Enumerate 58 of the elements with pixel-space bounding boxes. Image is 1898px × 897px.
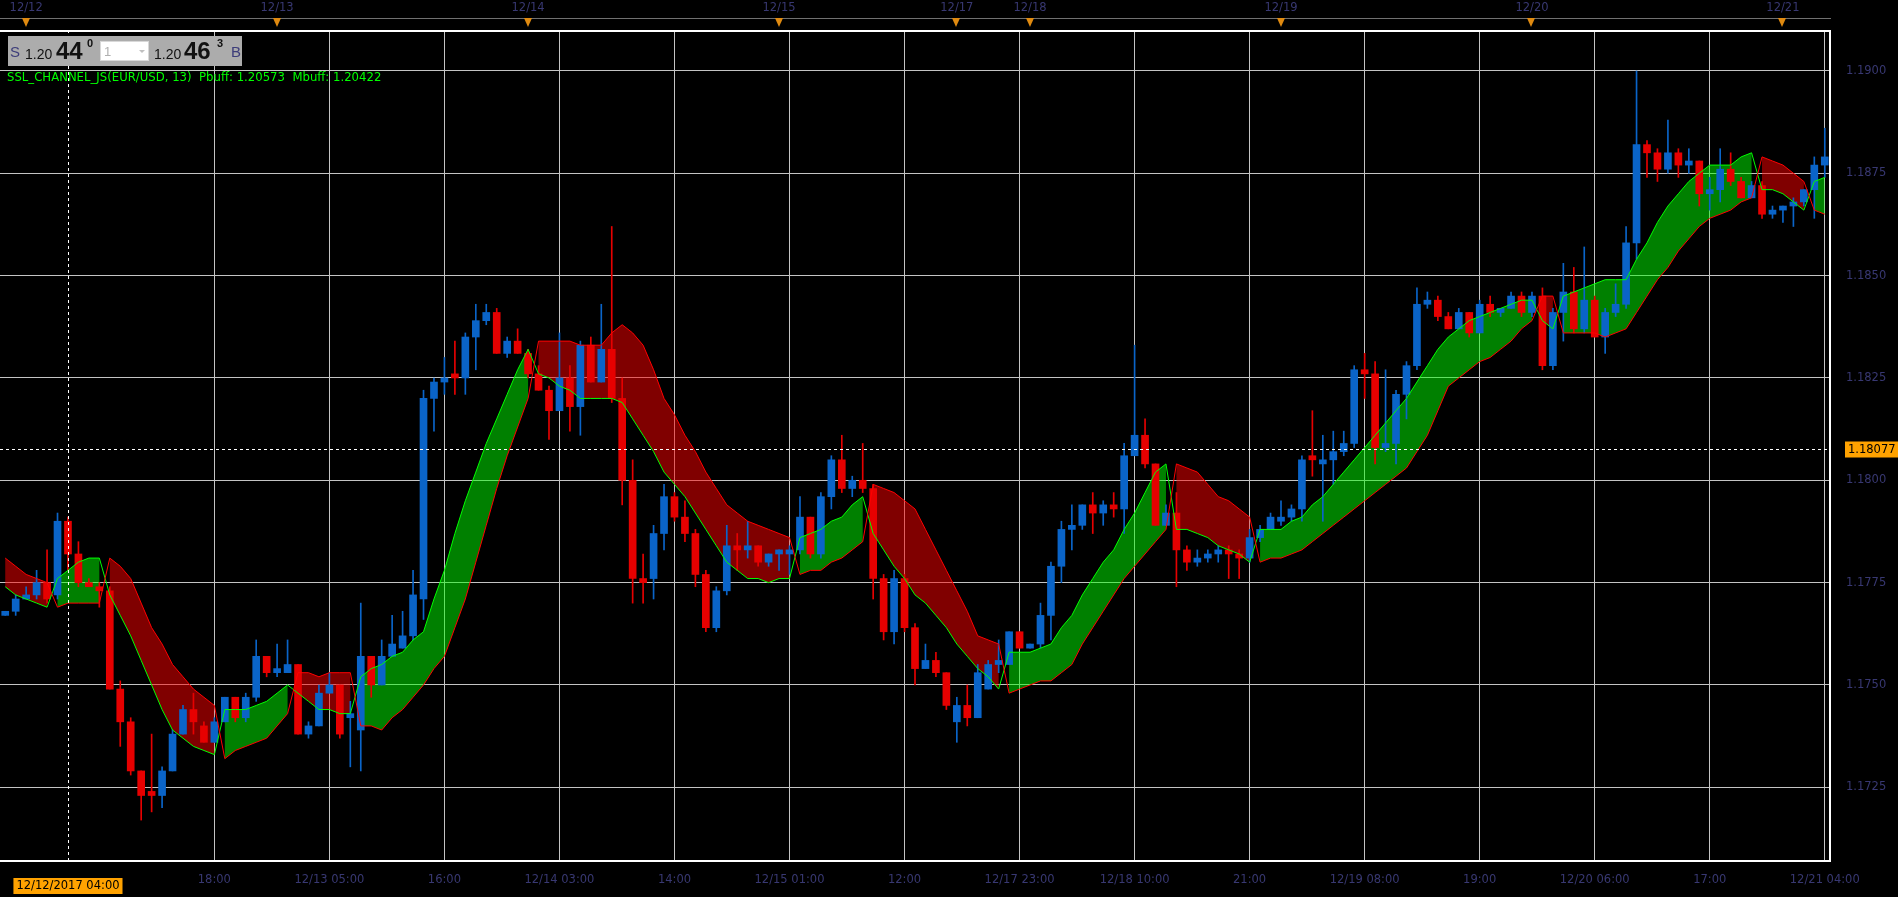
annotation: 0: [87, 37, 94, 49]
annotation: 44: [56, 37, 83, 64]
candlestick: [743, 520, 752, 559]
x-tick-label: 12/17 23:00: [984, 871, 1055, 886]
x-tick-label: 12/15 01:00: [754, 871, 825, 886]
candlestick: [733, 533, 742, 571]
category-label: 12/21: [1766, 0, 1800, 15]
y-tick-label: 1.1900: [1846, 62, 1887, 77]
x-tick-label: 21:00: [1233, 871, 1267, 886]
category-label: 12/12: [9, 0, 43, 15]
category-label: 12/17: [940, 0, 974, 15]
candlestick: [1319, 434, 1327, 522]
input-field: 1: [100, 41, 149, 61]
x-tick-label: 16:00: [427, 871, 462, 886]
candlestick: [346, 701, 355, 768]
category-label: 12/15: [762, 0, 796, 15]
y-tick-label: 1.1850: [1846, 267, 1887, 282]
candlestick: [639, 553, 647, 604]
category-label: 12/13: [260, 0, 294, 15]
category-label: 12/14: [511, 0, 545, 15]
x-tick-label: 12/12/2017 04:00: [16, 878, 120, 893]
annotation: 1.20: [154, 46, 182, 62]
annotation: 3: [217, 37, 224, 49]
category-label: 12/19: [1264, 0, 1298, 15]
ref-line-label: 1.18077: [1848, 441, 1896, 456]
y-tick-label: 1.1775: [1846, 574, 1887, 589]
x-tick-label: 12:00: [887, 871, 922, 886]
y-tick-label: 1.1725: [1846, 779, 1887, 794]
x-tick-label: 19:00: [1463, 871, 1497, 886]
x-tick-label: 12/21 04:00: [1789, 871, 1860, 886]
candlestick: [1068, 504, 1076, 551]
annotation: 1: [104, 44, 112, 59]
x-tick-label: 17:00: [1693, 871, 1727, 886]
candlestick: [1643, 140, 1651, 178]
x-tick-label: 12/19 08:00: [1329, 871, 1400, 886]
category-label: 12/18: [1013, 0, 1047, 15]
x-tick-label: 12/13 05:00: [294, 871, 365, 886]
annotation: S: [10, 43, 21, 60]
candlestick: [1329, 430, 1338, 485]
y-tick-label: 1.1750: [1846, 676, 1887, 691]
annotation: 1.20: [25, 46, 53, 62]
x-tick-label: 12/20 06:00: [1559, 871, 1630, 886]
candlestick: [1088, 492, 1097, 534]
candlestick: [1705, 177, 1714, 211]
annotation: B: [231, 43, 242, 60]
y-tick-label: 1.1875: [1846, 165, 1887, 180]
candlestick: [858, 443, 867, 493]
x-tick-label: 12/18 10:00: [1099, 871, 1170, 886]
y-tick-label: 1.1800: [1846, 472, 1887, 487]
y-tick-label: 1.1825: [1846, 369, 1887, 384]
x-tick-label: 18:00: [197, 871, 231, 886]
candlestick: [1820, 127, 1829, 178]
category-label: 12/20: [1515, 0, 1549, 15]
candlestick: [1277, 500, 1285, 526]
candlestick: [273, 643, 281, 678]
x-tick-label: 12/14 03:00: [524, 871, 595, 886]
annotation: 46: [184, 37, 211, 64]
x-tick-label: 14:00: [657, 871, 692, 886]
